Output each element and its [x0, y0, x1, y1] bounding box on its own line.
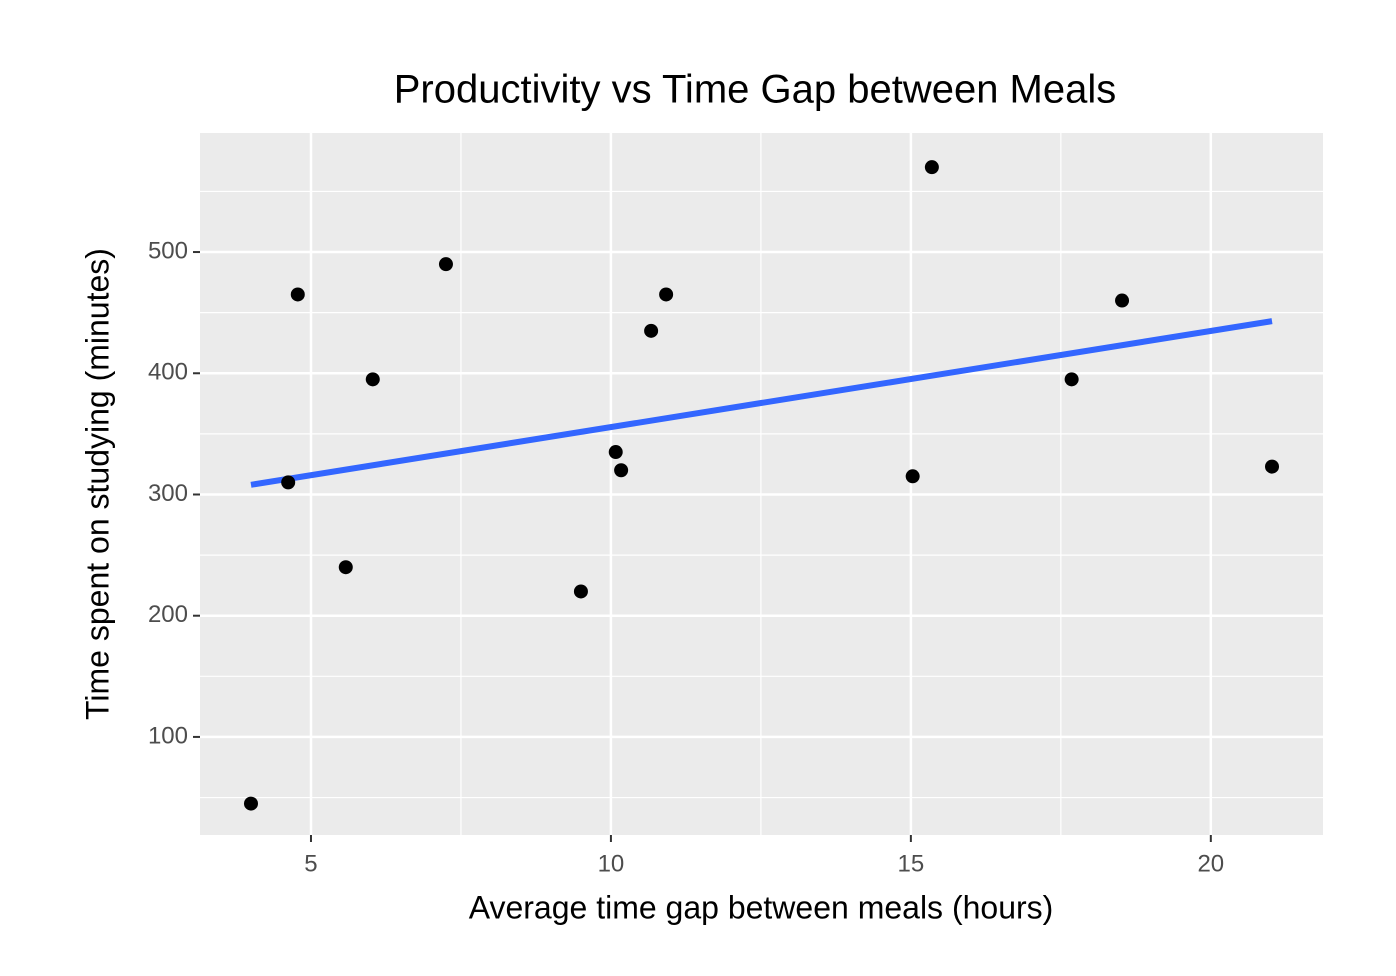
point [243, 796, 258, 811]
point [644, 323, 659, 338]
point [573, 584, 588, 599]
y-tick-label: 200 [148, 601, 188, 628]
x-tick-label: 10 [598, 850, 625, 877]
y-tick-label: 300 [148, 480, 188, 507]
x-tick-label: 20 [1197, 850, 1224, 877]
point [1115, 293, 1130, 308]
point [438, 257, 453, 272]
point [608, 445, 623, 460]
point [905, 469, 920, 484]
point [659, 287, 674, 302]
point [338, 560, 353, 575]
point [614, 463, 629, 478]
y-tick-label: 100 [148, 722, 188, 749]
chart-title: Productivity vs Time Gap between Meals [394, 68, 1117, 112]
x-tick-label: 5 [304, 850, 317, 877]
point [290, 287, 305, 302]
x-tick-label: 15 [898, 850, 925, 877]
x-axis-title: Average time gap between meals (hours) [469, 889, 1054, 925]
point [1265, 459, 1280, 474]
y-tick-label: 400 [148, 359, 188, 386]
point [1064, 372, 1079, 387]
y-axis-title: Time spent on studying (minutes) [79, 248, 115, 720]
trend-line [250, 318, 1273, 488]
point [365, 372, 380, 387]
point [281, 475, 296, 490]
y-tick-label: 500 [148, 237, 188, 264]
point [924, 160, 939, 175]
